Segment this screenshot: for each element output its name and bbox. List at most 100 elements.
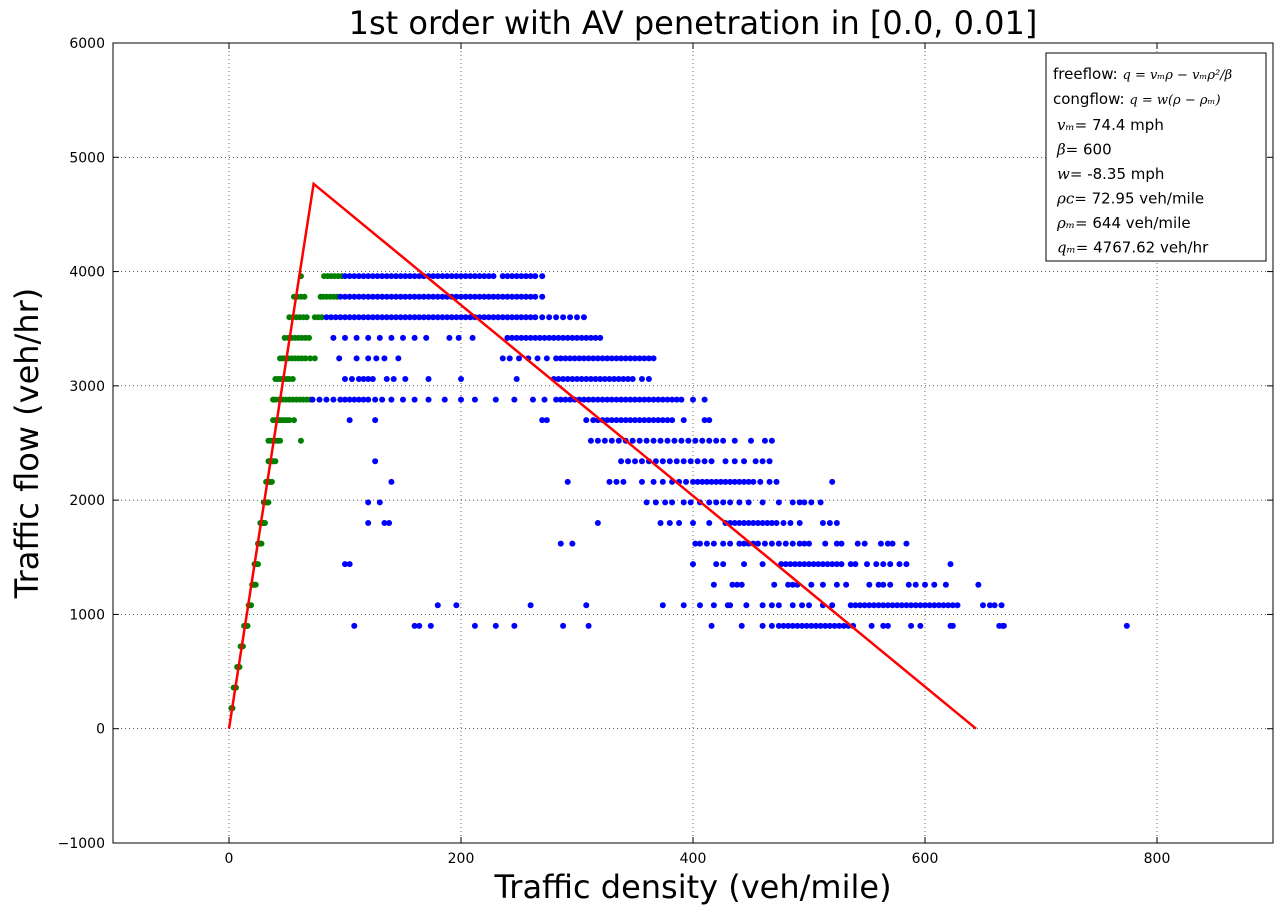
congested-data-point: [808, 499, 815, 506]
congested-data-point: [448, 273, 455, 280]
congested-data-point: [738, 622, 745, 629]
congested-data-point: [553, 396, 560, 403]
congested-data-point: [745, 478, 752, 485]
legend-param-value: 4767.62 veh/hr: [1088, 239, 1209, 257]
congested-data-point: [782, 561, 789, 568]
congested-data-point: [564, 376, 571, 382]
congested-data-point: [388, 334, 395, 341]
congested-data-point: [400, 334, 406, 341]
congested-data-point: [806, 561, 812, 568]
congested-data-point: [471, 293, 478, 300]
congested-data-point: [833, 581, 840, 588]
freeflow-data-point: [301, 293, 308, 300]
congested-data-point: [532, 314, 539, 321]
congested-data-point: [669, 499, 676, 506]
congested-data-point: [406, 273, 413, 280]
congested-data-point: [980, 602, 986, 609]
congested-data-point: [580, 355, 587, 362]
congested-data-point: [492, 622, 499, 629]
congested-data-point: [717, 478, 724, 485]
congested-data-point: [434, 602, 441, 609]
congested-data-point: [513, 273, 520, 280]
congested-data-point: [750, 520, 757, 526]
legend-freeflow: freeflow: q = vₘρ − vₘρ²/β: [1053, 65, 1232, 83]
congested-data-point: [369, 314, 376, 321]
congested-data-point: [346, 396, 353, 403]
congested-data-point: [662, 499, 669, 506]
congested-data-point: [583, 334, 590, 341]
congested-data-point: [824, 561, 831, 568]
congested-data-point: [388, 314, 395, 321]
congested-data-point: [539, 293, 546, 300]
congested-data-point: [710, 581, 717, 588]
congested-data-point: [736, 520, 743, 526]
congested-data-point: [353, 355, 360, 362]
congested-data-point: [912, 602, 919, 609]
congested-data-point: [511, 622, 518, 629]
congested-data-point: [884, 622, 891, 629]
congested-data-point: [557, 540, 564, 547]
congested-data-point: [476, 293, 483, 300]
congested-data-point: [316, 396, 323, 403]
congested-data-point: [875, 581, 882, 588]
congested-data-point: [569, 334, 576, 341]
congested-data-point: [775, 602, 782, 609]
congested-data-point: [383, 273, 390, 280]
legend-freeflow-label: freeflow:: [1053, 65, 1122, 83]
congested-data-point: [1123, 622, 1130, 629]
congested-data-point: [819, 520, 826, 526]
congested-data-point: [852, 602, 859, 609]
congested-data-point: [365, 334, 372, 341]
congested-data-point: [469, 334, 476, 341]
congested-data-point: [381, 355, 388, 362]
congested-data-point: [655, 417, 662, 424]
congested-data-point: [550, 334, 557, 341]
congested-data-point: [365, 273, 372, 280]
congested-data-point: [516, 355, 522, 362]
congested-data-point: [768, 520, 775, 526]
congested-data-point: [748, 437, 754, 444]
legend-param-symbol: β=: [1056, 141, 1078, 159]
congested-data-point: [522, 273, 529, 280]
congested-data-point: [696, 602, 703, 609]
congested-data-point: [560, 334, 567, 341]
congested-data-point: [379, 314, 386, 321]
congested-data-point: [522, 334, 529, 341]
congested-data-point: [632, 458, 638, 465]
congested-data-point: [812, 622, 819, 629]
grid-lines: [113, 42, 1273, 844]
congested-data-point: [736, 478, 743, 485]
congested-data-point: [369, 273, 376, 280]
congested-data-point: [441, 396, 448, 403]
congested-data-point: [425, 314, 432, 321]
congested-data-point: [625, 458, 632, 465]
congested-data-point: [768, 622, 775, 629]
congested-data-point: [467, 293, 474, 300]
congested-data-point: [504, 293, 511, 300]
congested-data-point: [736, 540, 743, 547]
congested-data-point: [462, 273, 469, 280]
congested-data-point: [397, 293, 404, 300]
congested-data-point: [678, 396, 685, 403]
fit-line-group: [227, 181, 977, 730]
congested-data-point: [411, 622, 418, 629]
congested-data-point: [694, 458, 701, 465]
congested-data-point: [462, 314, 469, 321]
congested-data-point: [857, 602, 864, 609]
congested-data-point: [796, 499, 803, 506]
x-axis-ticks: 0 200 400 600 800: [225, 43, 1170, 867]
congested-data-point: [896, 561, 903, 568]
congested-data-point: [657, 520, 664, 526]
x-tick-label: 0: [225, 851, 234, 867]
congested-data-point: [703, 540, 710, 547]
congested-data-point: [942, 581, 949, 588]
congested-data-point: [954, 602, 961, 609]
congested-data-point: [903, 540, 910, 547]
congested-data-point: [720, 561, 727, 568]
congested-data-point: [940, 602, 947, 609]
congested-data-point: [360, 376, 367, 382]
legend-param-value: 74.4 mph: [1087, 116, 1164, 134]
congested-data-point: [787, 561, 794, 568]
congested-data-point: [701, 396, 708, 403]
congested-data-point: [585, 355, 592, 362]
